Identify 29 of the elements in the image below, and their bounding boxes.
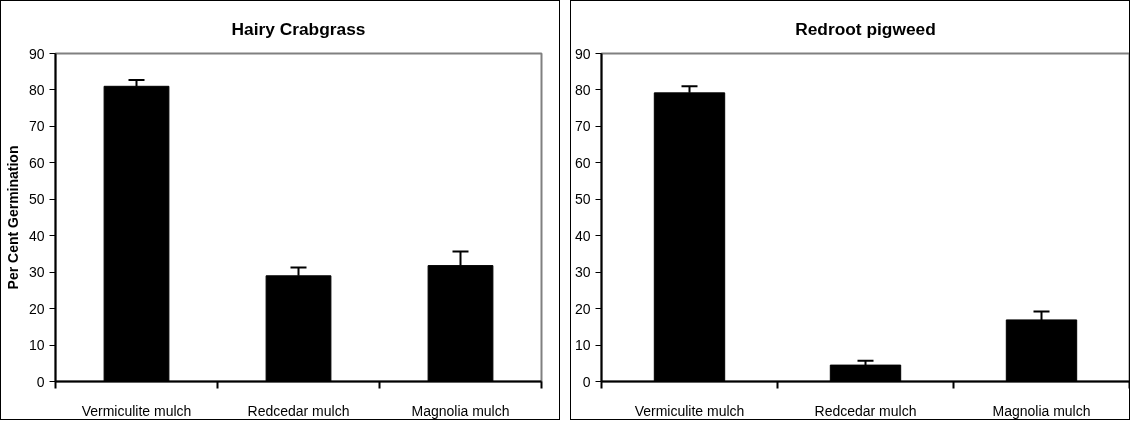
y-tick-label: 80: [574, 81, 591, 98]
chart-title: Hairy Crabgrass: [231, 18, 366, 39]
y-tick-label: 0: [36, 373, 45, 390]
x-tick-label: Magnolia mulch: [411, 402, 510, 419]
x-tick-label: Redcedar mulch: [247, 402, 350, 419]
y-tick-label: 40: [574, 227, 591, 244]
y-tick-label: 90: [574, 45, 591, 62]
y-tick-label: 60: [574, 154, 591, 171]
x-tick-label: Vermiculite mulch: [81, 402, 192, 419]
y-tick-label: 60: [28, 154, 45, 171]
x-tick-label: Magnolia mulch: [992, 402, 1091, 419]
y-tick-label: 40: [28, 227, 45, 244]
y-tick-label: 20: [28, 300, 45, 317]
y-tick-label: 10: [28, 337, 45, 354]
y-tick-label: 80: [28, 81, 45, 98]
x-tick-label: Vermiculite mulch: [634, 402, 745, 419]
y-tick-label: 90: [28, 45, 45, 62]
x-tick-label: Redcedar mulch: [814, 402, 917, 419]
y-tick-label: 70: [574, 118, 591, 135]
y-axis-title: Per Cent Germination: [4, 145, 21, 290]
chart-title: Redroot pigweed: [795, 18, 936, 39]
y-tick-label: 30: [28, 264, 45, 281]
y-tick-label: 50: [28, 191, 45, 208]
y-tick-label: 30: [574, 264, 591, 281]
y-tick-label: 10: [574, 337, 591, 354]
y-tick-label: 70: [28, 118, 45, 135]
y-tick-label: 50: [574, 191, 591, 208]
y-tick-label: 20: [574, 300, 591, 317]
y-tick-label: 0: [582, 373, 591, 390]
